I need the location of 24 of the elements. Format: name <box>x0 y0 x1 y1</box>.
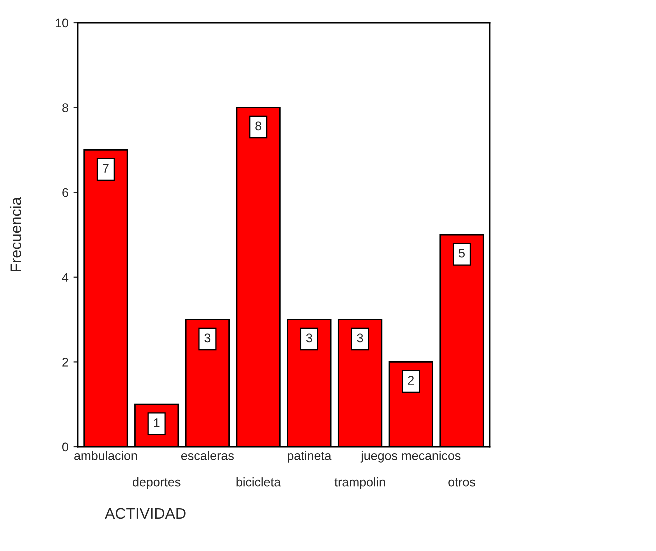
data-label: 3 <box>204 334 211 343</box>
y-axis-title: Frecuencia <box>10 197 22 272</box>
x-tick-label: trampolin <box>334 478 386 490</box>
y-tick-label: 0 <box>62 442 68 452</box>
data-label: 7 <box>103 164 109 173</box>
x-tick-label: patineta <box>288 451 332 463</box>
data-label: 3 <box>357 334 364 343</box>
data-label: 2 <box>408 376 414 385</box>
x-tick-label: bicicleta <box>236 478 282 487</box>
data-label: 8 <box>256 122 262 131</box>
x-tick-label: ambulacion <box>74 451 138 460</box>
y-tick-label: 6 <box>62 188 68 198</box>
y-tick-label: 10 <box>56 18 68 28</box>
x-tick-label: deportes <box>133 478 181 490</box>
data-label: 3 <box>306 334 312 343</box>
data-label: 1 <box>154 418 160 428</box>
y-tick-label: 8 <box>62 104 68 112</box>
data-label: 5 <box>459 249 465 258</box>
x-tick-label: juegos mecanicos <box>360 451 461 463</box>
x-tick-label: escaleras <box>181 451 234 460</box>
y-tick-label: 4 <box>62 273 69 282</box>
x-tick-label: otros <box>448 478 476 487</box>
x-axis-title: ACTIVIDAD <box>105 508 186 520</box>
y-tick-label: 2 <box>62 358 68 367</box>
